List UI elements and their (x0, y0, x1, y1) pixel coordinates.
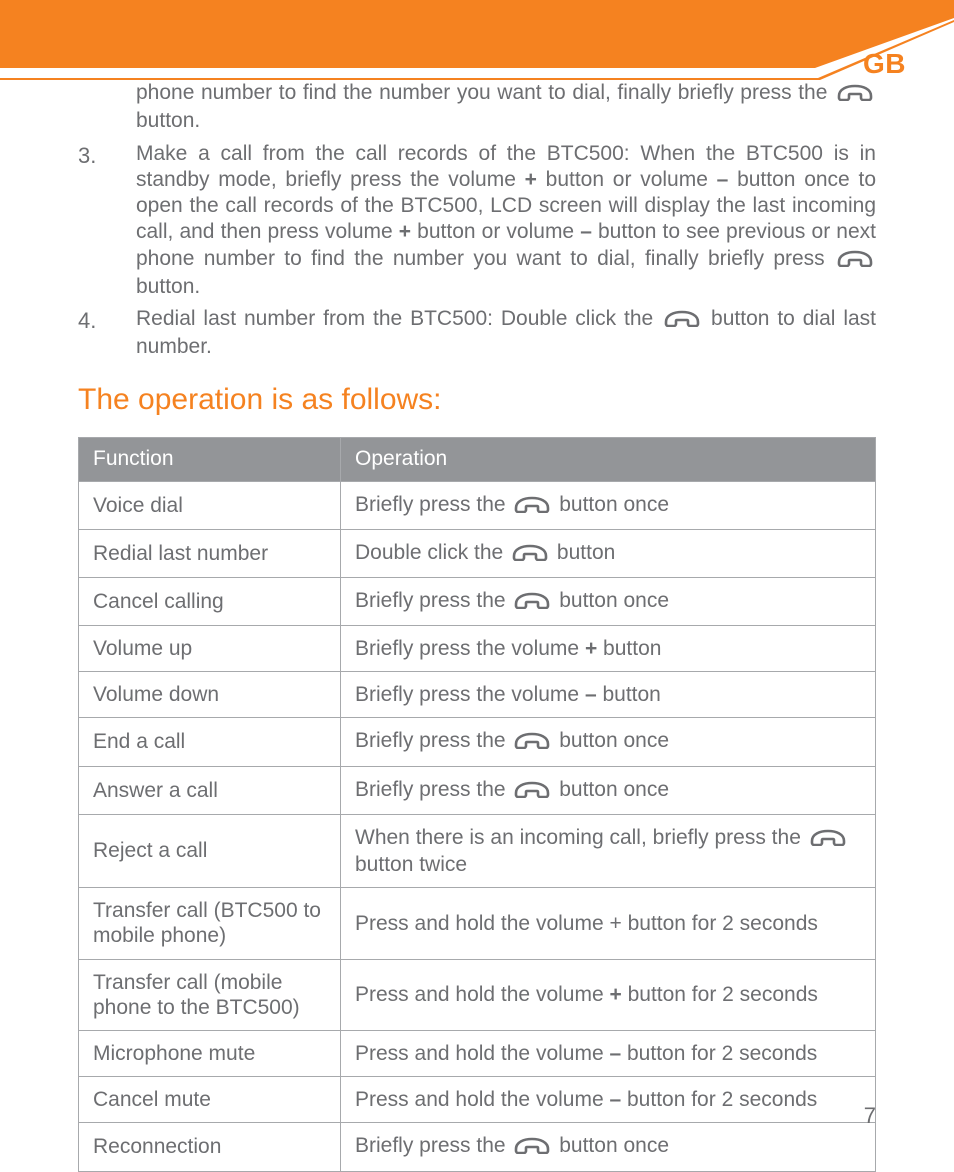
header-banner (0, 0, 954, 80)
phone-icon (511, 542, 549, 567)
emphasis: + (609, 983, 621, 1006)
emphasis: + (585, 637, 597, 660)
cell-function: Answer a call (79, 766, 341, 814)
list-item-number: 4. (78, 306, 136, 335)
table-row: Answer a callBriefly press the button on… (79, 766, 876, 814)
phone-icon (513, 590, 551, 615)
emphasis: – (609, 1088, 621, 1111)
cell-operation: When there is an incoming call, briefly … (341, 814, 876, 887)
list-item: 4.Redial last number from the BTC500: Do… (78, 306, 876, 361)
col-function: Function (79, 437, 341, 481)
table-row: Transfer call (mobile phone to the BTC50… (79, 959, 876, 1030)
table-row: Cancel callingBriefly press the button o… (79, 577, 876, 625)
cell-operation: Press and hold the volume + button for 2… (341, 888, 876, 959)
cell-function: Reject a call (79, 814, 341, 887)
emphasis: – (609, 1042, 621, 1065)
cell-function: Reconnection (79, 1123, 341, 1171)
phone-icon (836, 248, 874, 274)
cell-function: End a call (79, 718, 341, 766)
phone-icon (809, 827, 847, 852)
phone-icon (513, 494, 551, 519)
emphasis: + (399, 220, 411, 243)
emphasis: + (525, 168, 537, 191)
list-item-body: phone number to find the number you want… (136, 80, 876, 135)
emphasis: – (580, 220, 592, 243)
phone-icon (663, 308, 701, 334)
table-row: ReconnectionBriefly press the button onc… (79, 1123, 876, 1171)
col-operation: Operation (341, 437, 876, 481)
table-row: Voice dialBriefly press the button once (79, 481, 876, 529)
list-item-number: 3. (78, 141, 136, 170)
phone-icon (836, 82, 874, 108)
table-row: Cancel mutePress and hold the volume – b… (79, 1077, 876, 1123)
instruction-list: phone number to find the number you want… (78, 80, 876, 361)
cell-operation: Briefly press the volume – button (341, 672, 876, 718)
cell-operation: Briefly press the button once (341, 766, 876, 814)
table-row: Microphone mutePress and hold the volume… (79, 1030, 876, 1076)
cell-function: Transfer call (BTC500 to mobile phone) (79, 888, 341, 959)
emphasis: – (717, 168, 729, 191)
cell-function: Cancel mute (79, 1077, 341, 1123)
cell-function: Microphone mute (79, 1030, 341, 1076)
table-row: End a callBriefly press the button once (79, 718, 876, 766)
cell-operation: Press and hold the volume – button for 2… (341, 1077, 876, 1123)
page-number: 7 (864, 1103, 876, 1129)
table-row: Volume upBriefly press the volume + butt… (79, 626, 876, 672)
region-label: GB (863, 48, 906, 80)
table-row: Redial last numberDouble click the butto… (79, 529, 876, 577)
cell-operation: Briefly press the volume + button (341, 626, 876, 672)
phone-icon (513, 1135, 551, 1160)
list-item-body: Make a call from the call records of the… (136, 141, 876, 301)
emphasis: – (585, 683, 597, 706)
cell-operation: Briefly press the button once (341, 1123, 876, 1171)
phone-icon (513, 779, 551, 804)
cell-function: Cancel calling (79, 577, 341, 625)
cell-operation: Press and hold the volume + button for 2… (341, 959, 876, 1030)
list-item: 3.Make a call from the call records of t… (78, 141, 876, 301)
cell-operation: Briefly press the button once (341, 718, 876, 766)
table-row: Transfer call (BTC500 to mobile phone)Pr… (79, 888, 876, 959)
list-item-body: Redial last number from the BTC500: Doub… (136, 306, 876, 361)
cell-operation: Press and hold the volume – button for 2… (341, 1030, 876, 1076)
cell-function: Volume down (79, 672, 341, 718)
cell-function: Redial last number (79, 529, 341, 577)
table-header-row: Function Operation (79, 437, 876, 481)
page-content: phone number to find the number you want… (78, 80, 876, 1172)
phone-icon (513, 730, 551, 755)
list-item-number (78, 80, 136, 81)
cell-operation: Briefly press the button once (341, 481, 876, 529)
cell-function: Voice dial (79, 481, 341, 529)
cell-operation: Briefly press the button once (341, 577, 876, 625)
cell-function: Transfer call (mobile phone to the BTC50… (79, 959, 341, 1030)
cell-function: Volume up (79, 626, 341, 672)
cell-operation: Double click the button (341, 529, 876, 577)
table-row: Reject a callWhen there is an incoming c… (79, 814, 876, 887)
section-heading: The operation is as follows: (78, 383, 876, 417)
operations-table: Function Operation Voice dialBriefly pre… (78, 437, 876, 1172)
table-row: Volume downBriefly press the volume – bu… (79, 672, 876, 718)
list-item: phone number to find the number you want… (78, 80, 876, 135)
